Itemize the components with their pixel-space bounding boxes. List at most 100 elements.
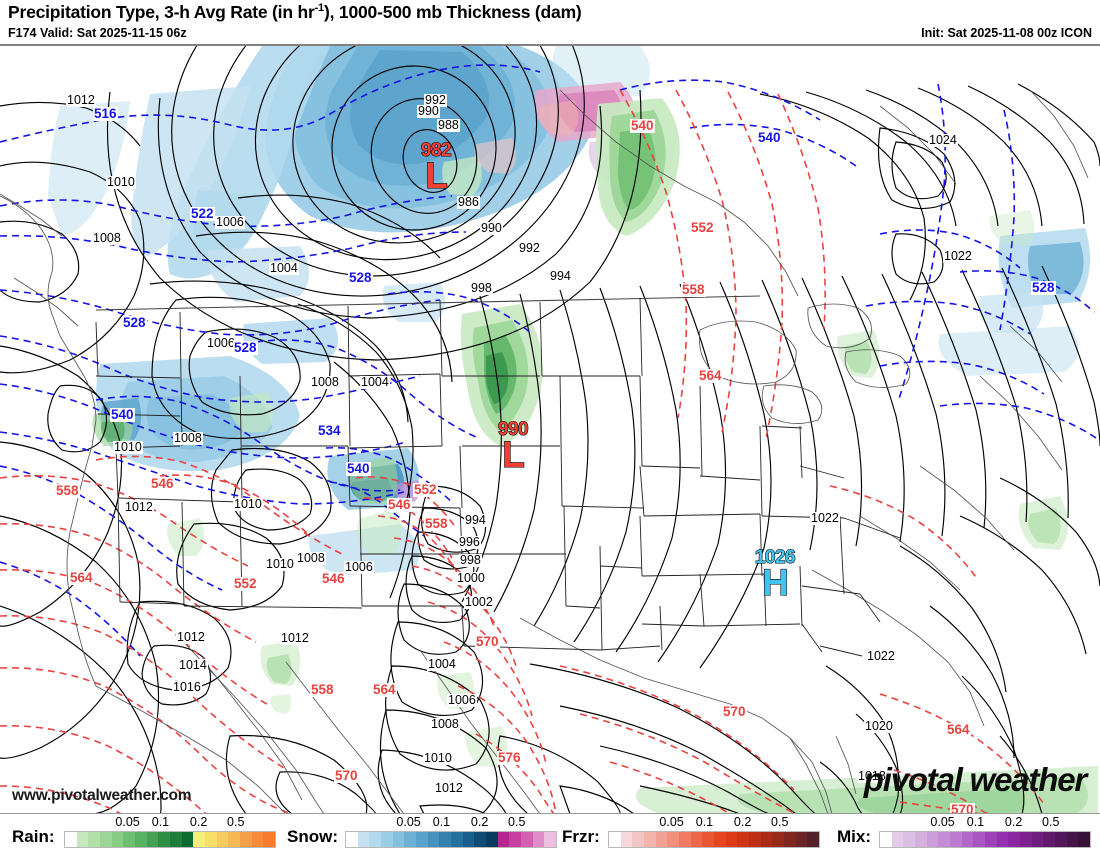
legend-swatch bbox=[702, 832, 715, 847]
legend-swatch bbox=[784, 832, 796, 847]
legend-ticks-mix: 0.05 0.1 0.2 0.5 bbox=[879, 815, 1091, 830]
model-init-time: Init: Sat 2025-11-08 00z ICON bbox=[921, 26, 1092, 40]
legend-swatch bbox=[369, 832, 382, 847]
legend-swatch bbox=[474, 832, 487, 847]
legend-ticks-frzr: 0.05 0.1 0.2 0.5 bbox=[608, 815, 820, 830]
map-graphics bbox=[0, 46, 1100, 813]
legend-ticks-snow: 0.05 0.1 0.2 0.5 bbox=[345, 815, 557, 830]
legend-tick-label: 0.5 bbox=[1042, 815, 1060, 829]
forecast-valid-time: F174 Valid: Sat 2025-11-15 06z bbox=[8, 26, 187, 40]
legend-label-mix: Mix: bbox=[837, 827, 871, 846]
legend-swatch bbox=[1055, 832, 1067, 847]
legend-swatch bbox=[111, 832, 124, 847]
state-boundaries bbox=[95, 297, 901, 657]
legend-swatch bbox=[714, 832, 726, 847]
legend-swatch bbox=[427, 832, 440, 847]
legend-swatch bbox=[240, 832, 252, 847]
legend-tick-label: 0.05 bbox=[396, 815, 421, 829]
legend-swatch bbox=[679, 832, 691, 847]
legend-swatch bbox=[632, 832, 645, 847]
legend-swatch bbox=[950, 832, 962, 847]
brand-watermark: pivotal weather bbox=[863, 761, 1087, 798]
precip-type-legend: Rain: 0.05 0.1 0.2 0.5 Snow: 0.05 0.1 0.2 0.5 Frzr… bbox=[0, 815, 1100, 850]
page-title-main: Precipitation Type, 3-h Avg Rate (in hr bbox=[8, 2, 315, 22]
legend-swatch bbox=[903, 832, 916, 847]
legend-swatch bbox=[1043, 832, 1056, 847]
legend-swatch bbox=[973, 832, 986, 847]
legend-swatch bbox=[807, 832, 820, 847]
legend-swatch bbox=[65, 832, 77, 847]
legend-swatch bbox=[609, 832, 621, 847]
legend-swatch bbox=[891, 832, 904, 847]
legend-swatch bbox=[228, 832, 241, 847]
legend-tick-label: 0.2 bbox=[189, 815, 208, 829]
legend-group-rain: Rain: 0.05 0.1 0.2 0.5 bbox=[12, 815, 276, 850]
geography-boundaries bbox=[0, 89, 1089, 813]
legend-tick-label: 0.05 bbox=[930, 815, 955, 829]
legend-swatch bbox=[123, 832, 136, 847]
legend-swatch bbox=[251, 832, 264, 847]
legend-label-frzr: Frzr: bbox=[562, 827, 600, 846]
legend-tick-label: 0.2 bbox=[1004, 815, 1023, 829]
legend-swatch bbox=[462, 832, 475, 847]
legend-swatch bbox=[509, 832, 522, 847]
legend-group-frzr: Frzr: 0.05 0.1 0.2 0.5 bbox=[562, 815, 825, 850]
legend-swatch bbox=[416, 832, 428, 847]
legend-swatch bbox=[357, 832, 370, 847]
map-header: Precipitation Type, 3-h Avg Rate (in hr-… bbox=[0, 0, 1100, 44]
legend-tick-label: 0.1 bbox=[151, 815, 170, 829]
legend-swatch bbox=[193, 832, 206, 847]
legend-swatch bbox=[985, 832, 997, 847]
legend-swatch bbox=[263, 832, 276, 847]
legend-swatch bbox=[181, 832, 194, 847]
legend-swatch bbox=[880, 832, 892, 847]
page-title: Precipitation Type, 3-h Avg Rate (in hr-… bbox=[8, 2, 582, 23]
legend-swatch bbox=[439, 832, 452, 847]
legend-tick-label: 0.1 bbox=[966, 815, 985, 829]
legend-swatch bbox=[135, 832, 147, 847]
legend-swatch bbox=[1078, 832, 1091, 847]
legend-swatch bbox=[655, 832, 668, 847]
legend-tick-label: 0.5 bbox=[771, 815, 789, 829]
legend-swatch bbox=[100, 832, 112, 847]
precip-rain-shading bbox=[92, 98, 1098, 813]
legend-swatch bbox=[725, 832, 738, 847]
legend-ticks-rain: 0.05 0.1 0.2 0.5 bbox=[64, 815, 276, 830]
legend-tick-label: 0.5 bbox=[227, 815, 245, 829]
legend-swatch bbox=[760, 832, 773, 847]
legend-swatch bbox=[216, 832, 229, 847]
map-canvas[interactable]: 1012 1010 1008 1006 1004 992 990 988 986 990 992 99… bbox=[0, 44, 1100, 814]
legend-swatch bbox=[915, 832, 927, 847]
legend-swatch bbox=[667, 832, 680, 847]
legend-swatch bbox=[1031, 832, 1044, 847]
page-title-superscript: -1 bbox=[314, 2, 325, 15]
legend-swatch bbox=[620, 832, 633, 847]
legend-swatch bbox=[451, 832, 463, 847]
legend-tick-label: 0.05 bbox=[659, 815, 684, 829]
legend-swatch bbox=[544, 832, 557, 847]
legend-group-mix: Mix: 0.05 0.1 0.2 0.5 bbox=[837, 815, 1100, 850]
legend-swatch bbox=[1020, 832, 1032, 847]
legend-swatch bbox=[392, 832, 405, 847]
legend-swatch bbox=[795, 832, 808, 847]
legend-swatch bbox=[532, 832, 545, 847]
legend-label-rain: Rain: bbox=[12, 827, 55, 846]
legend-swatch bbox=[404, 832, 417, 847]
site-url-watermark: www.pivotalweather.com bbox=[12, 787, 192, 804]
legend-colorbar-snow bbox=[345, 831, 557, 848]
legend-swatch bbox=[146, 832, 159, 847]
legend-colorbar-frzr bbox=[608, 831, 820, 848]
legend-tick-label: 0.1 bbox=[432, 815, 451, 829]
legend-swatch bbox=[996, 832, 1009, 847]
legend-swatch bbox=[497, 832, 510, 847]
legend-swatch bbox=[938, 832, 951, 847]
page-title-tail: ), 1000-500 mb Thickness (dam) bbox=[323, 2, 582, 22]
legend-swatch bbox=[961, 832, 974, 847]
legend-swatch bbox=[1066, 832, 1079, 847]
legend-swatch bbox=[772, 832, 785, 847]
legend-tick-label: 0.2 bbox=[470, 815, 489, 829]
legend-swatch bbox=[486, 832, 498, 847]
legend-colorbar-mix bbox=[879, 831, 1091, 848]
legend-swatch bbox=[749, 832, 761, 847]
